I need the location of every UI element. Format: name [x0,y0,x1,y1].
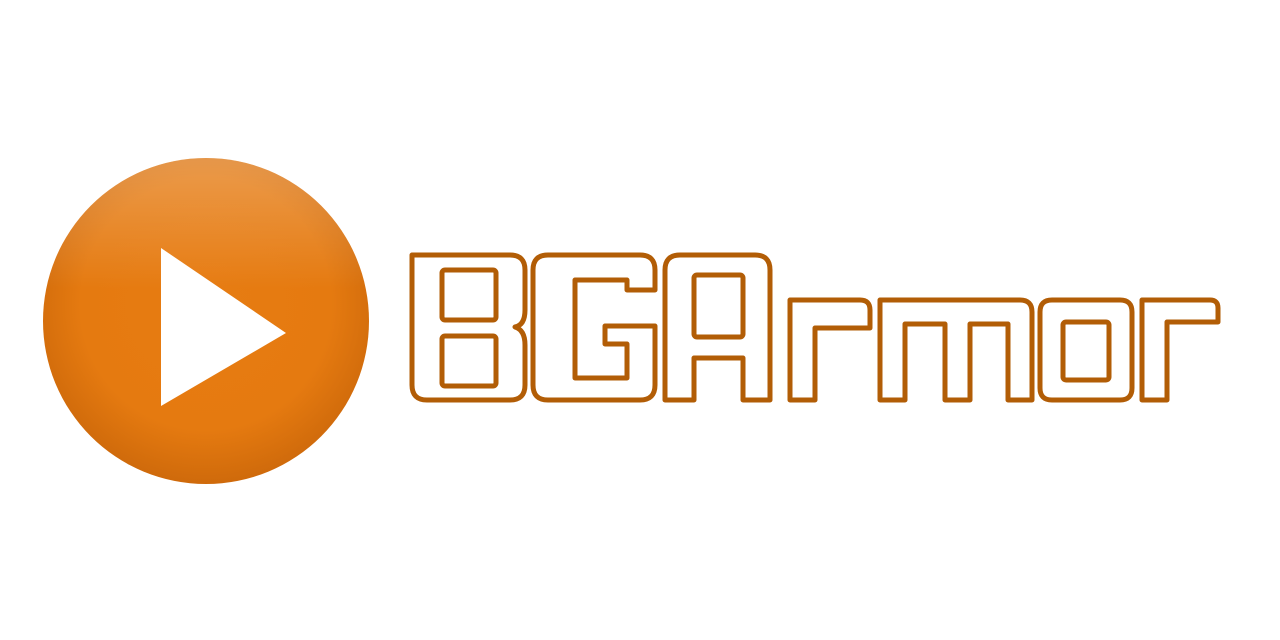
play-icon [43,158,369,484]
letter-b [409,252,528,403]
wordmark-svg: BGArmor [409,252,1221,403]
letter-o [1037,297,1135,403]
wordmark-label: BGArmor [400,415,401,416]
letter-r [787,297,873,403]
play-triangle [161,248,286,406]
letter-g [530,252,658,403]
letter-r-2 [1139,297,1221,403]
wordmark: BGArmor [400,240,1230,415]
letter-a [662,252,773,403]
play-button-icon [42,157,370,485]
letter-m [877,297,1035,403]
